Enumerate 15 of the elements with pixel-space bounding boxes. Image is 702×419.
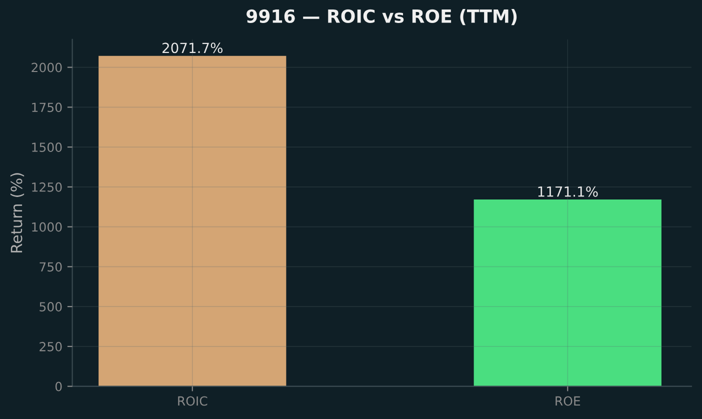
x-tick-label: ROIC: [178, 396, 208, 406]
x-tick-label: ROE: [556, 396, 580, 406]
y-tick-label: 1750: [32, 102, 62, 112]
y-tick-label: 1500: [32, 142, 62, 152]
y-tick-label: 1250: [32, 182, 62, 192]
data-label: 2071.7%: [162, 42, 223, 54]
y-tick-label: 2000: [32, 62, 62, 72]
y-tick-label: 750: [40, 262, 62, 272]
y-axis-title: Return (%): [10, 173, 24, 252]
y-tick-label: 0: [55, 382, 62, 392]
y-tick-label: 500: [40, 302, 62, 312]
chart-title: 9916 — ROIC vs ROE (TTM): [246, 9, 517, 26]
data-label: 1171.1%: [538, 186, 598, 197]
y-tick-label: 250: [40, 342, 62, 352]
y-tick-label: 1000: [32, 222, 62, 232]
